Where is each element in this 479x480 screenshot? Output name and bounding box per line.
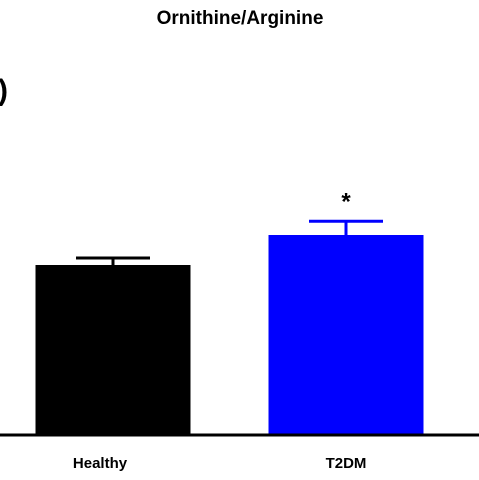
bar-healthy [35,265,191,435]
bar-t2dm [268,235,424,435]
x-tick-label-healthy: Healthy [73,455,128,472]
chart-title: Ornithine/Arginine [157,8,324,29]
significance-marker-t2dm: * [341,188,351,215]
cropped-axis-label-fragment: ) [0,74,8,107]
x-tick-label-t2dm: T2DM [326,455,367,472]
bars-group: * [35,188,424,435]
